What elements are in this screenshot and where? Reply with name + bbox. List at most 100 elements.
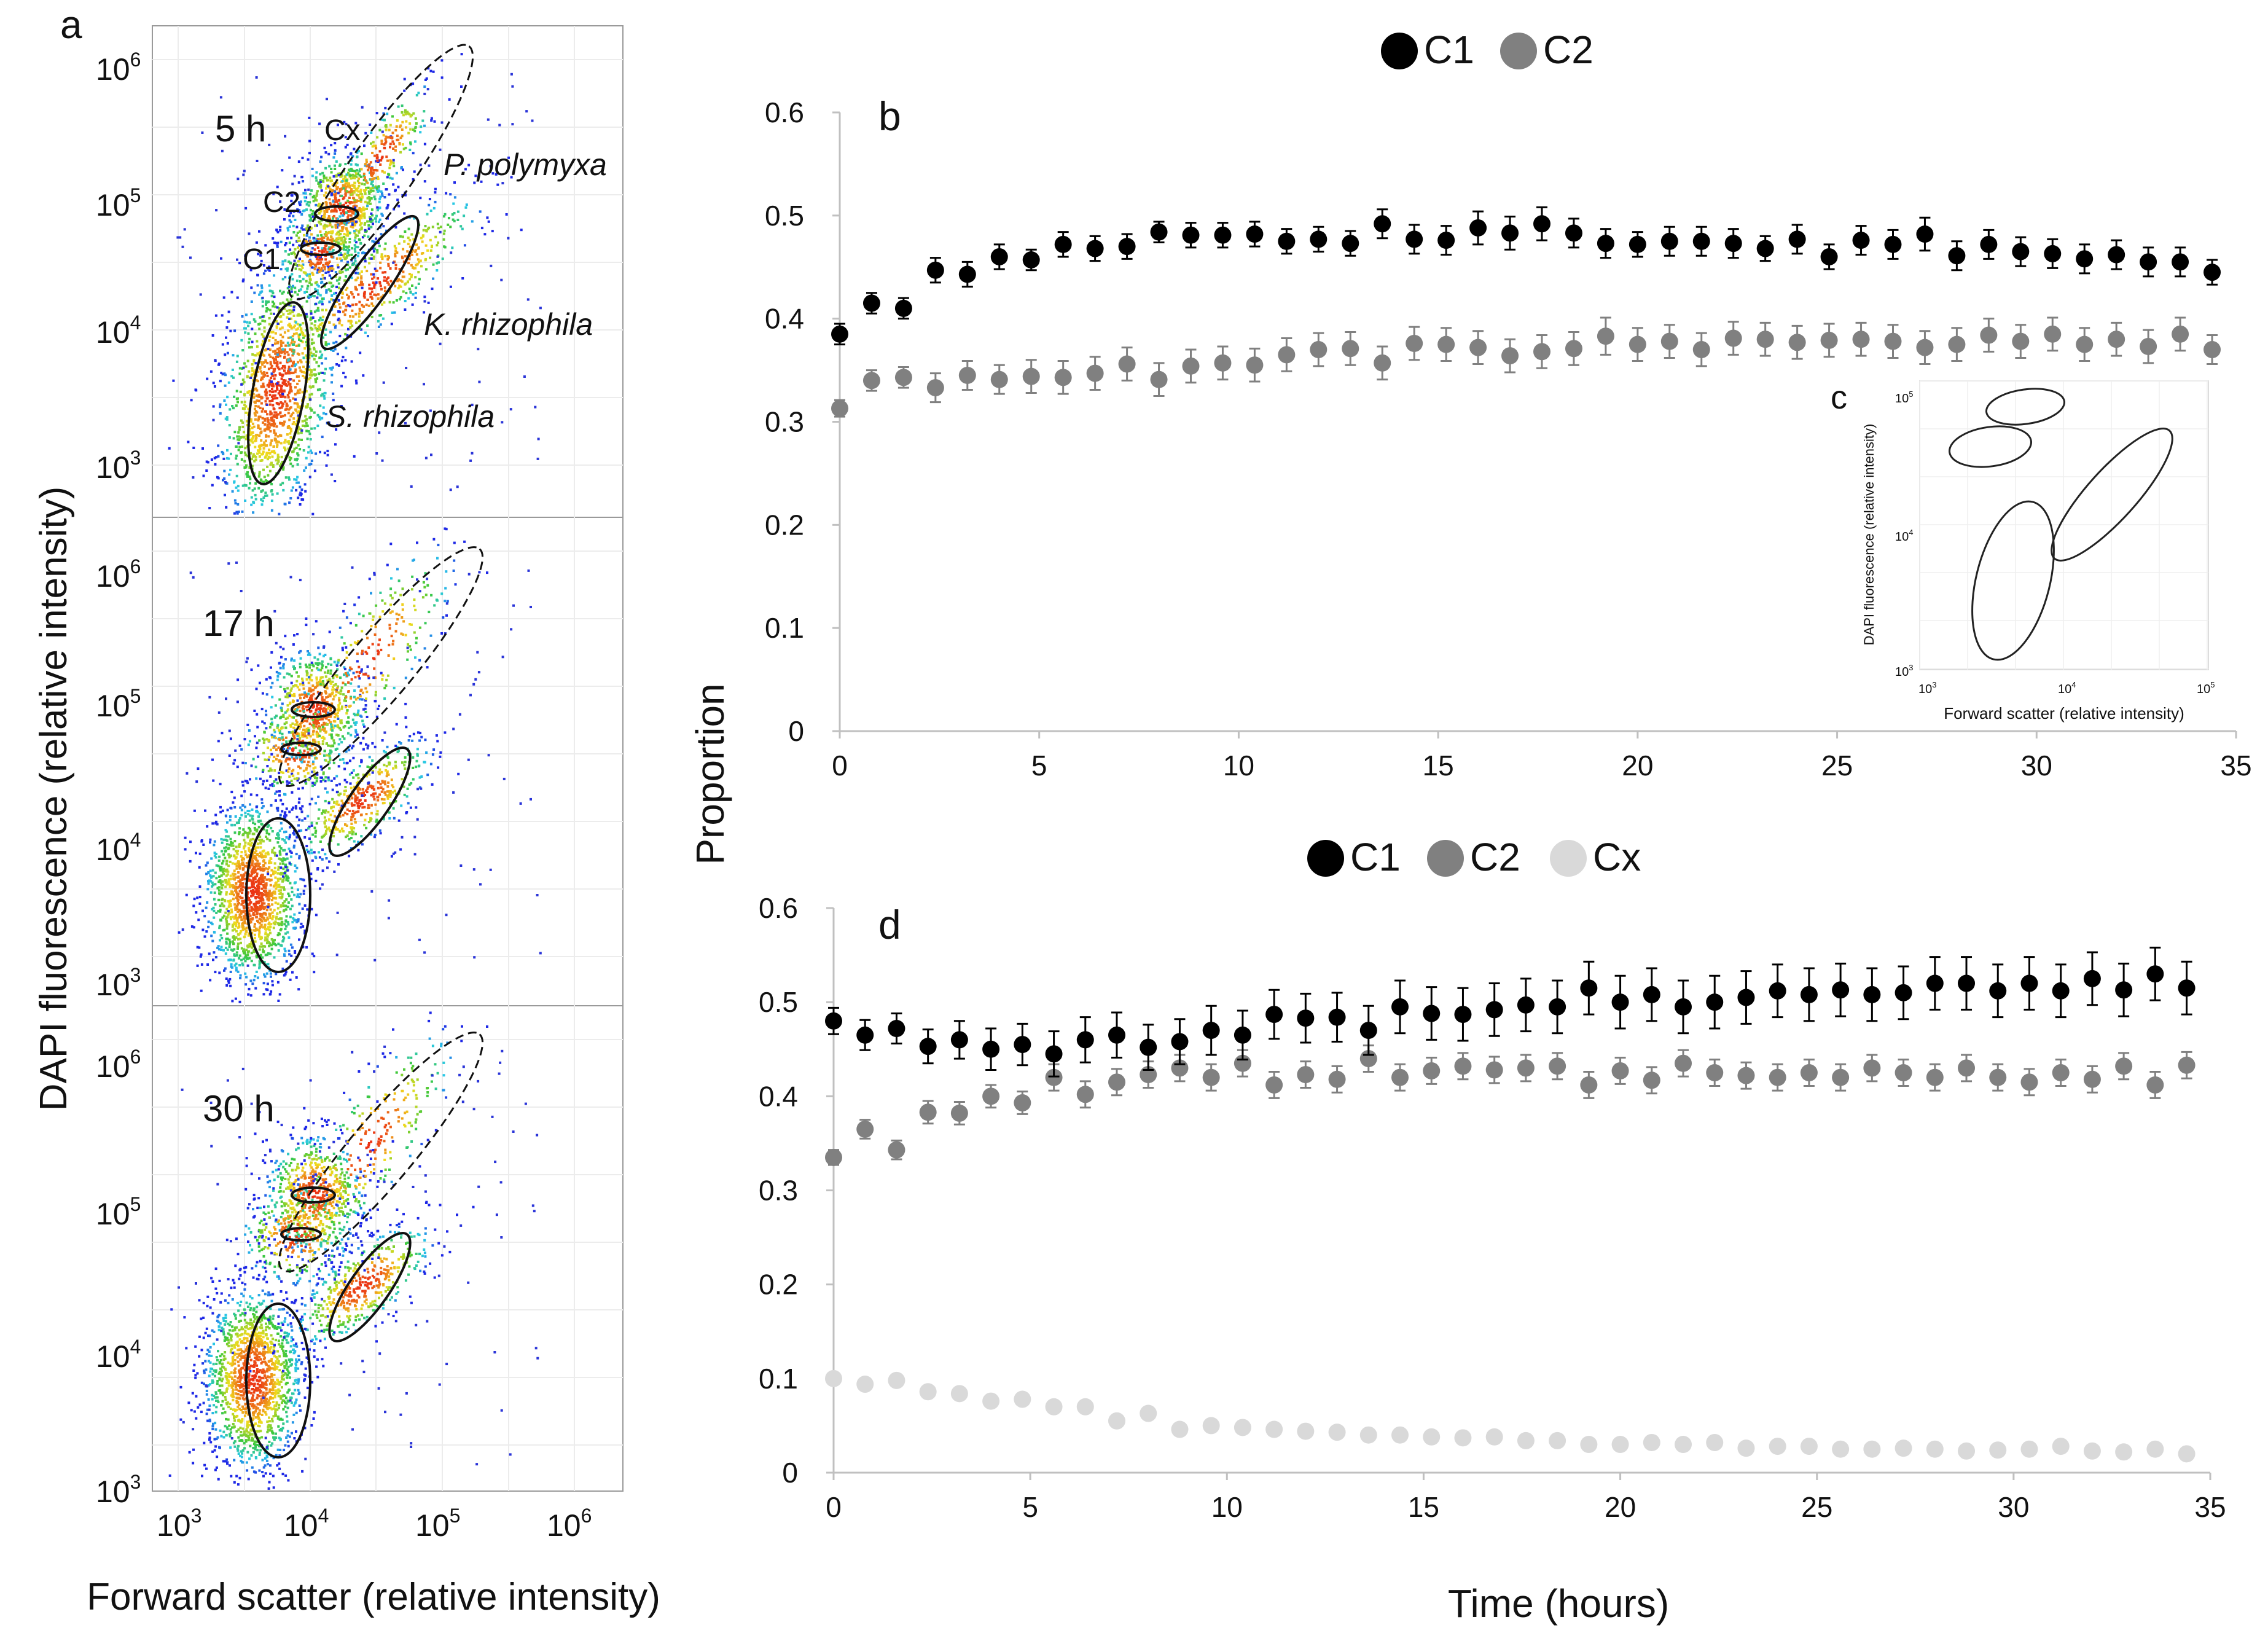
flow-event-dot [318,249,321,253]
flow-event-dot [451,246,454,249]
flow-event-dot [289,497,292,499]
flow-event-dot [232,437,235,440]
flow-event-dot [248,341,250,344]
flow-event-dot [283,369,286,372]
flow-event-dot [331,237,334,240]
flow-event-dot [377,178,380,181]
flow-event-dot [332,268,335,271]
flow-event-dot [344,332,347,335]
flow-event-dot [260,397,263,400]
flow-event-dot [436,262,439,265]
flow-event-dot [369,292,372,296]
flow-event-dot [340,173,343,176]
flow-event-dot [278,794,281,797]
flow-event-dot [480,227,483,230]
flow-event-dot [332,810,334,813]
flow-event-dot [471,404,474,407]
flow-event-dot [321,247,324,250]
flow-event-dot [286,361,289,364]
flow-event-dot [303,419,307,422]
flow-event-dot [309,415,312,418]
flow-event-dot [332,175,335,178]
flow-event-dot [310,322,313,325]
flow-event-dot [262,371,265,374]
flow-event-dot [367,166,370,169]
flow-event-dot [315,309,318,312]
flow-event-dot [287,312,290,315]
flow-event-dot [333,801,335,804]
flow-event-dot [296,208,299,211]
flow-event-dot [231,405,234,407]
flow-event-dot [351,804,354,807]
flow-event-dot [273,890,276,893]
flow-event-dot [232,877,235,880]
flow-event-dot [407,243,410,246]
flow-event-dot [269,883,272,887]
flow-event-dot [282,350,285,353]
flow-event-dot [345,211,348,214]
flow-event-dot [213,385,216,388]
flow-event-dot [235,969,238,972]
flow-event-dot [265,303,267,306]
flow-event-dot [262,447,265,450]
flow-event-dot [219,810,222,813]
flow-event-dot [388,166,391,170]
flow-event-dot [307,430,310,433]
flow-event-dot [348,241,351,244]
flow-event-dot [243,451,246,454]
flow-event-dot [323,250,326,253]
flow-event-dot [371,219,374,222]
flow-event-dot [409,149,412,151]
flow-event-dot [326,98,328,101]
flow-event-dot [257,920,259,923]
flow-event-dot [328,251,331,254]
flow-event-dot [232,354,235,357]
flow-event-dot [288,214,291,217]
flow-event-dot [394,129,397,131]
flow-event-dot [314,320,317,323]
flow-event-dot [242,957,245,960]
flow-event-dot [263,961,266,963]
flow-event-dot [298,938,300,941]
flow-event-dot [267,474,270,477]
flow-event-dot [206,901,209,904]
flow-event-dot [248,847,251,850]
flow-event-dot [292,352,295,355]
flow-event-dot [295,866,299,869]
flow-event-dot [288,241,291,245]
flow-event-dot [252,894,255,897]
flow-event-dot [342,830,345,832]
flow-event-dot [264,492,267,495]
flow-event-dot [299,448,302,451]
flow-event-dot [224,885,227,888]
flow-event-dot [295,895,299,898]
flow-event-dot [286,310,289,312]
flow-event-dot [233,928,236,931]
flow-event-dot [429,249,432,252]
flow-event-dot [469,459,472,462]
flow-event-dot [232,884,235,887]
flow-event-dot [351,155,354,158]
flow-event-dot [202,844,205,846]
flow-event-dot [281,260,284,263]
flow-event-dot [366,197,369,200]
flow-event-dot [279,316,282,319]
flow-event-dot [380,139,383,143]
flow-event-dot [375,188,378,191]
flow-event-dot [222,904,225,907]
flow-event-dot [372,281,375,284]
flow-event-dot [330,368,333,371]
flow-event-dot [281,326,284,329]
flow-event-dot [251,455,254,458]
flow-event-dot [212,779,215,782]
flow-event-dot [335,187,338,190]
flow-event-dot [358,184,361,187]
flow-event-dot [247,813,250,816]
flow-event-dot [290,954,293,957]
flow-event-dot [236,296,239,299]
flow-event-dot [264,495,267,497]
flow-event-dot [345,227,348,230]
flow-event-dot [323,816,326,819]
flow-event-dot [324,151,327,154]
flow-event-dot [360,280,362,283]
